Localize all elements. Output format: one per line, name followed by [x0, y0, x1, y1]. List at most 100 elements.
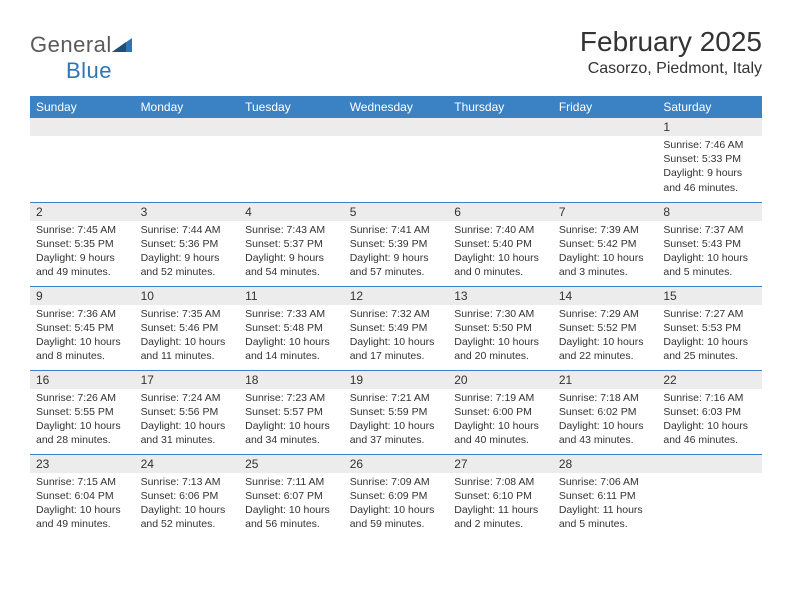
- day-content: [448, 136, 553, 142]
- day-content: Sunrise: 7:33 AMSunset: 5:48 PMDaylight:…: [239, 305, 344, 368]
- sunrise-text: Sunrise: 7:15 AM: [36, 475, 129, 489]
- daylight-text: Daylight: 10 hours and 34 minutes.: [245, 419, 338, 447]
- day-cell: 14Sunrise: 7:29 AMSunset: 5:52 PMDayligh…: [553, 286, 658, 370]
- day-number: [657, 455, 762, 473]
- day-number: 19: [344, 371, 449, 389]
- sunrise-text: Sunrise: 7:13 AM: [141, 475, 234, 489]
- day-cell: 4Sunrise: 7:43 AMSunset: 5:37 PMDaylight…: [239, 202, 344, 286]
- day-header: Saturday: [657, 96, 762, 118]
- day-cell: 17Sunrise: 7:24 AMSunset: 5:56 PMDayligh…: [135, 370, 240, 454]
- day-cell: [448, 118, 553, 202]
- day-cell: 25Sunrise: 7:11 AMSunset: 6:07 PMDayligh…: [239, 454, 344, 538]
- daylight-text: Daylight: 10 hours and 8 minutes.: [36, 335, 129, 363]
- day-cell: [239, 118, 344, 202]
- daylight-text: Daylight: 9 hours and 54 minutes.: [245, 251, 338, 279]
- sunrise-text: Sunrise: 7:18 AM: [559, 391, 652, 405]
- day-cell: 12Sunrise: 7:32 AMSunset: 5:49 PMDayligh…: [344, 286, 449, 370]
- day-content: Sunrise: 7:45 AMSunset: 5:35 PMDaylight:…: [30, 221, 135, 284]
- day-header: Thursday: [448, 96, 553, 118]
- daylight-text: Daylight: 10 hours and 28 minutes.: [36, 419, 129, 447]
- sunrise-text: Sunrise: 7:45 AM: [36, 223, 129, 237]
- sunset-text: Sunset: 5:36 PM: [141, 237, 234, 251]
- sunset-text: Sunset: 6:11 PM: [559, 489, 652, 503]
- day-content: [135, 136, 240, 142]
- day-cell: 18 Sunrise: 7:23 AMSunset: 5:57 PMDayligh…: [239, 370, 344, 454]
- logo-part1: General: [30, 32, 112, 57]
- sunset-text: Sunset: 5:56 PM: [141, 405, 234, 419]
- day-cell: [553, 118, 658, 202]
- sunset-text: Sunset: 6:04 PM: [36, 489, 129, 503]
- day-content: [30, 136, 135, 142]
- daylight-text: Daylight: 10 hours and 46 minutes.: [663, 419, 756, 447]
- day-number: 27: [448, 455, 553, 473]
- daylight-text: Daylight: 10 hours and 22 minutes.: [559, 335, 652, 363]
- day-number: 28: [553, 455, 658, 473]
- daylight-text: Daylight: 10 hours and 3 minutes.: [559, 251, 652, 279]
- sunrise-text: Sunrise: 7:26 AM: [36, 391, 129, 405]
- daylight-text: Daylight: 10 hours and 49 minutes.: [36, 503, 129, 531]
- table-row: 16Sunrise: 7:26 AMSunset: 5:55 PMDayligh…: [30, 370, 762, 454]
- day-number: 25: [239, 455, 344, 473]
- daylight-text: Daylight: 10 hours and 0 minutes.: [454, 251, 547, 279]
- sunset-text: Sunset: 5:50 PM: [454, 321, 547, 335]
- sunset-text: Sunset: 6:09 PM: [350, 489, 443, 503]
- table-row: 1Sunrise: 7:46 AMSunset: 5:33 PMDaylight…: [30, 118, 762, 202]
- day-content: Sunrise: 7:39 AMSunset: 5:42 PMDaylight:…: [553, 221, 658, 284]
- sunrise-text: Sunrise: 7:35 AM: [141, 307, 234, 321]
- daylight-text: Daylight: 10 hours and 43 minutes.: [559, 419, 652, 447]
- day-number: 8: [657, 203, 762, 221]
- day-content: Sunrise: 7:21 AMSunset: 5:59 PMDaylight:…: [344, 389, 449, 452]
- day-number: 11: [239, 287, 344, 305]
- day-header: Wednesday: [344, 96, 449, 118]
- daylight-text: Daylight: 10 hours and 56 minutes.: [245, 503, 338, 531]
- calendar-table: Sunday Monday Tuesday Wednesday Thursday…: [30, 96, 762, 538]
- day-number: 14: [553, 287, 658, 305]
- daylight-text: Daylight: 10 hours and 14 minutes.: [245, 335, 338, 363]
- day-cell: 3Sunrise: 7:44 AMSunset: 5:36 PMDaylight…: [135, 202, 240, 286]
- sunrise-text: Sunrise: 7:11 AM: [245, 475, 338, 489]
- day-number: 18: [239, 371, 344, 389]
- day-number: 5: [344, 203, 449, 221]
- daylight-text: Daylight: 10 hours and 31 minutes.: [141, 419, 234, 447]
- sunset-text: Sunset: 6:07 PM: [245, 489, 338, 503]
- day-content: Sunrise: 7:13 AMSunset: 6:06 PMDaylight:…: [135, 473, 240, 536]
- day-cell: 2Sunrise: 7:45 AMSunset: 5:35 PMDaylight…: [30, 202, 135, 286]
- day-cell: 8Sunrise: 7:37 AMSunset: 5:43 PMDaylight…: [657, 202, 762, 286]
- day-content: Sunrise: 7:16 AMSunset: 6:03 PMDaylight:…: [657, 389, 762, 452]
- day-content: [553, 136, 658, 142]
- day-cell: 1Sunrise: 7:46 AMSunset: 5:33 PMDaylight…: [657, 118, 762, 202]
- day-number: 7: [553, 203, 658, 221]
- sunrise-text: Sunrise: 7:41 AM: [350, 223, 443, 237]
- day-number: [239, 118, 344, 136]
- daylight-text: Daylight: 10 hours and 17 minutes.: [350, 335, 443, 363]
- day-number: 22: [657, 371, 762, 389]
- daylight-text: Daylight: 9 hours and 49 minutes.: [36, 251, 129, 279]
- day-content: Sunrise: 7:09 AMSunset: 6:09 PMDaylight:…: [344, 473, 449, 536]
- day-number: 23: [30, 455, 135, 473]
- day-number: 13: [448, 287, 553, 305]
- sunset-text: Sunset: 5:37 PM: [245, 237, 338, 251]
- sunset-text: Sunset: 5:33 PM: [663, 152, 756, 166]
- day-content: Sunrise: 7:41 AMSunset: 5:39 PMDaylight:…: [344, 221, 449, 284]
- table-row: 2Sunrise: 7:45 AMSunset: 5:35 PMDaylight…: [30, 202, 762, 286]
- sunset-text: Sunset: 6:06 PM: [141, 489, 234, 503]
- day-content: [657, 473, 762, 479]
- sunrise-text: Sunrise: 7:23 AM: [245, 391, 338, 405]
- day-number: 26: [344, 455, 449, 473]
- day-cell: 22Sunrise: 7:16 AMSunset: 6:03 PMDayligh…: [657, 370, 762, 454]
- day-cell: 9Sunrise: 7:36 AMSunset: 5:45 PMDaylight…: [30, 286, 135, 370]
- sunset-text: Sunset: 5:57 PM: [245, 405, 338, 419]
- day-content: Sunrise: 7:08 AMSunset: 6:10 PMDaylight:…: [448, 473, 553, 536]
- daylight-text: Daylight: 10 hours and 40 minutes.: [454, 419, 547, 447]
- daylight-text: Daylight: 9 hours and 52 minutes.: [141, 251, 234, 279]
- sunset-text: Sunset: 5:59 PM: [350, 405, 443, 419]
- day-number: 24: [135, 455, 240, 473]
- sunrise-text: Sunrise: 7:37 AM: [663, 223, 756, 237]
- day-content: Sunrise: 7:11 AMSunset: 6:07 PMDaylight:…: [239, 473, 344, 536]
- day-number: 4: [239, 203, 344, 221]
- day-number: 3: [135, 203, 240, 221]
- day-content: Sunrise: 7:15 AMSunset: 6:04 PMDaylight:…: [30, 473, 135, 536]
- day-number: 1: [657, 118, 762, 136]
- daylight-text: Daylight: 11 hours and 2 minutes.: [454, 503, 547, 531]
- sunset-text: Sunset: 5:55 PM: [36, 405, 129, 419]
